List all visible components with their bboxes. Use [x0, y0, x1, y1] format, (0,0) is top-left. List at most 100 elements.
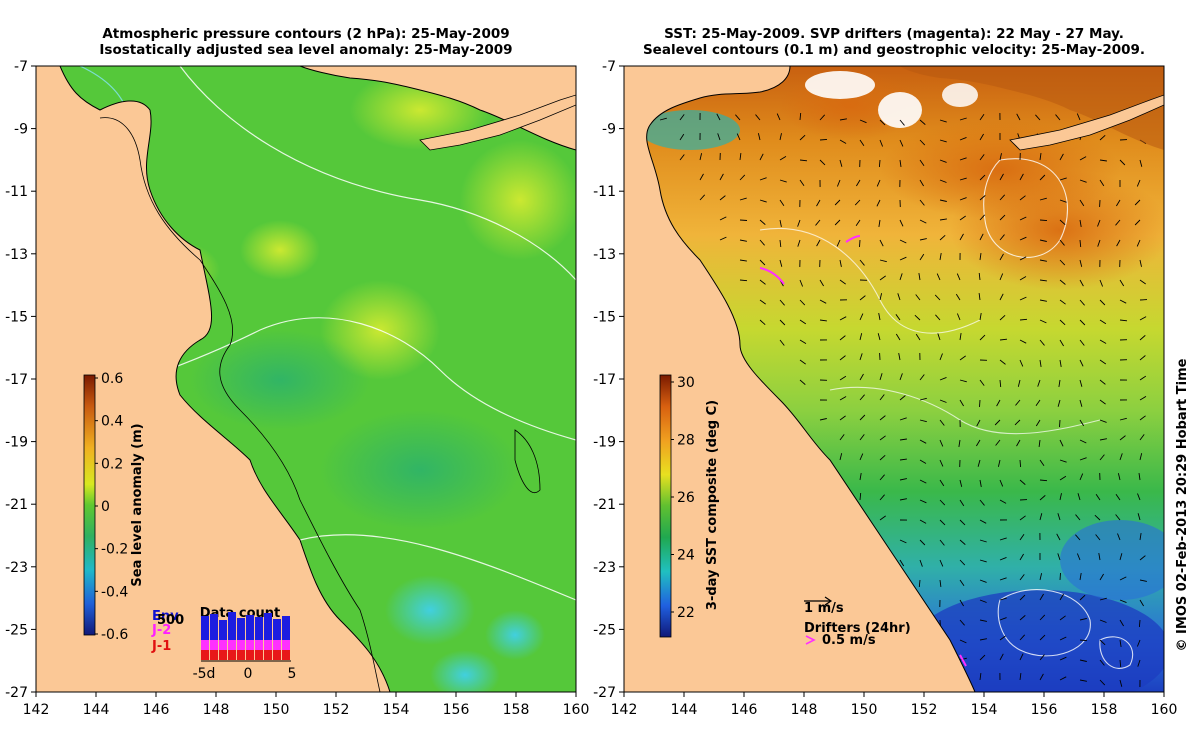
- velocity-vector: [799, 279, 804, 287]
- right-title-line1: SST: 25-May-2009. SVP drifters (magenta)…: [664, 26, 1124, 42]
- legend-500: 500: [157, 613, 184, 628]
- velocity-vector: [1136, 639, 1141, 647]
- credit-text: © IMOS 02-Feb-2013 20:29 Hobart Time: [1175, 358, 1190, 651]
- low-anomaly-patch: [385, 575, 475, 645]
- data-count-bar: [219, 620, 227, 640]
- velocity-vector: [899, 559, 905, 567]
- velocity-vector: [859, 139, 865, 147]
- velocity-vector: [899, 219, 904, 227]
- data-count-bar: [264, 650, 272, 660]
- velocity-vector: [1139, 579, 1147, 582]
- low-anomaly-patch: [485, 610, 545, 660]
- velocity-vector: [1019, 653, 1024, 661]
- velocity-vector: [995, 439, 1001, 446]
- velocity-vector: [699, 153, 703, 161]
- velocity-vector: [1139, 355, 1146, 361]
- velocity-vector: [1099, 359, 1107, 365]
- velocity-vector: [799, 359, 806, 365]
- colorbar-tick-label: 0: [101, 499, 110, 515]
- sealevel-contour: [1099, 636, 1134, 669]
- data-count-bars: [201, 612, 291, 662]
- velocity-vector: [979, 214, 986, 221]
- velocity-vector: [978, 272, 981, 281]
- velocity-vector: [1076, 113, 1081, 121]
- velocity-vector: [1059, 339, 1064, 347]
- velocity-vector: [877, 333, 881, 341]
- velocity-vector: [1099, 279, 1104, 287]
- velocity-vector: [1136, 179, 1141, 187]
- velocity-vector: [836, 179, 841, 187]
- velocity-vector: [779, 319, 786, 326]
- velocity-vector: [1099, 134, 1106, 141]
- velocity-vector: [1099, 454, 1105, 461]
- velocity-vector: [1019, 574, 1025, 581]
- velocity-vector: [939, 234, 946, 241]
- velocity-vector: [939, 376, 947, 381]
- velocity-vector: [1077, 493, 1081, 501]
- velocity-vector: [959, 157, 967, 161]
- low-anomaly-patch: [430, 650, 500, 692]
- x-tick-label: 158: [503, 702, 530, 718]
- velocity-vector: [1035, 399, 1041, 406]
- velocity-vector: [899, 119, 905, 126]
- x-tick-label: 152: [911, 702, 938, 718]
- velocity-vector: [976, 439, 981, 447]
- velocity-vector: [839, 279, 846, 285]
- data-count-bar: [228, 640, 236, 650]
- velocity-vector: [919, 499, 927, 504]
- velocity-vector: [854, 199, 861, 206]
- velocity-vector: [895, 333, 901, 341]
- velocity-vector: [939, 439, 944, 447]
- velocity-vector: [959, 479, 963, 487]
- velocity-vector: [716, 113, 721, 121]
- velocity-vector: [1115, 219, 1121, 226]
- velocity-vector: [859, 119, 867, 124]
- velocity-vector: [779, 133, 782, 141]
- data-count-bar: [228, 612, 236, 640]
- velocity-vector: [1035, 419, 1041, 427]
- velocity-vector: [759, 279, 766, 285]
- velocity-vector: [919, 139, 926, 146]
- velocity-vector: [1139, 599, 1144, 607]
- velocity-vector: [839, 259, 842, 267]
- velocity-vector: [1039, 299, 1047, 302]
- y-tick-label: -27: [5, 685, 28, 701]
- velocity-vector: [1039, 239, 1047, 242]
- velocity-vector: [959, 619, 965, 626]
- velocity-vector: [839, 396, 847, 401]
- velocity-vector: [979, 195, 986, 201]
- sea-level-map: [36, 66, 576, 692]
- y-tick-label: -25: [5, 622, 28, 638]
- velocity-vector: [1139, 316, 1147, 321]
- velocity-vector: [876, 199, 881, 207]
- velocity-vector: [899, 256, 907, 261]
- velocity-vector: [1138, 473, 1141, 481]
- velocity-vector: [739, 153, 742, 161]
- velocity-vector: [856, 179, 861, 187]
- velocity-vector: [839, 139, 847, 144]
- velocity-vector: [736, 133, 741, 141]
- velocity-vector: [1079, 473, 1084, 481]
- velocity-vector: [879, 275, 886, 281]
- velocity-vector: [1099, 179, 1105, 187]
- velocity-vector: [1019, 318, 1028, 321]
- velocity-vector: [999, 293, 1004, 301]
- velocity-vector: [1079, 199, 1085, 207]
- velocity-vector: [1079, 659, 1087, 662]
- velocity-vector: [1059, 459, 1067, 463]
- x-tick-label: 150: [851, 702, 878, 718]
- velocity-vector: [937, 333, 941, 341]
- data-count-bar: [210, 640, 218, 650]
- data-count-bar: [273, 650, 281, 660]
- velocity-vector: [776, 113, 781, 121]
- data-count-bar: [237, 640, 245, 650]
- velocity-vector: [1098, 553, 1101, 561]
- australia-land: [36, 66, 391, 692]
- velocity-vector: [1019, 515, 1026, 521]
- right-axes: 142 144 146 148 150 152 154 156 158 160 -7 -9 -11 -13…: [593, 59, 1177, 718]
- velocity-vector: [879, 239, 884, 247]
- velocity-vector: [819, 418, 827, 421]
- velocity-vector: [819, 299, 827, 304]
- velocity-vector: [879, 293, 883, 301]
- velocity-vector: [999, 194, 1006, 201]
